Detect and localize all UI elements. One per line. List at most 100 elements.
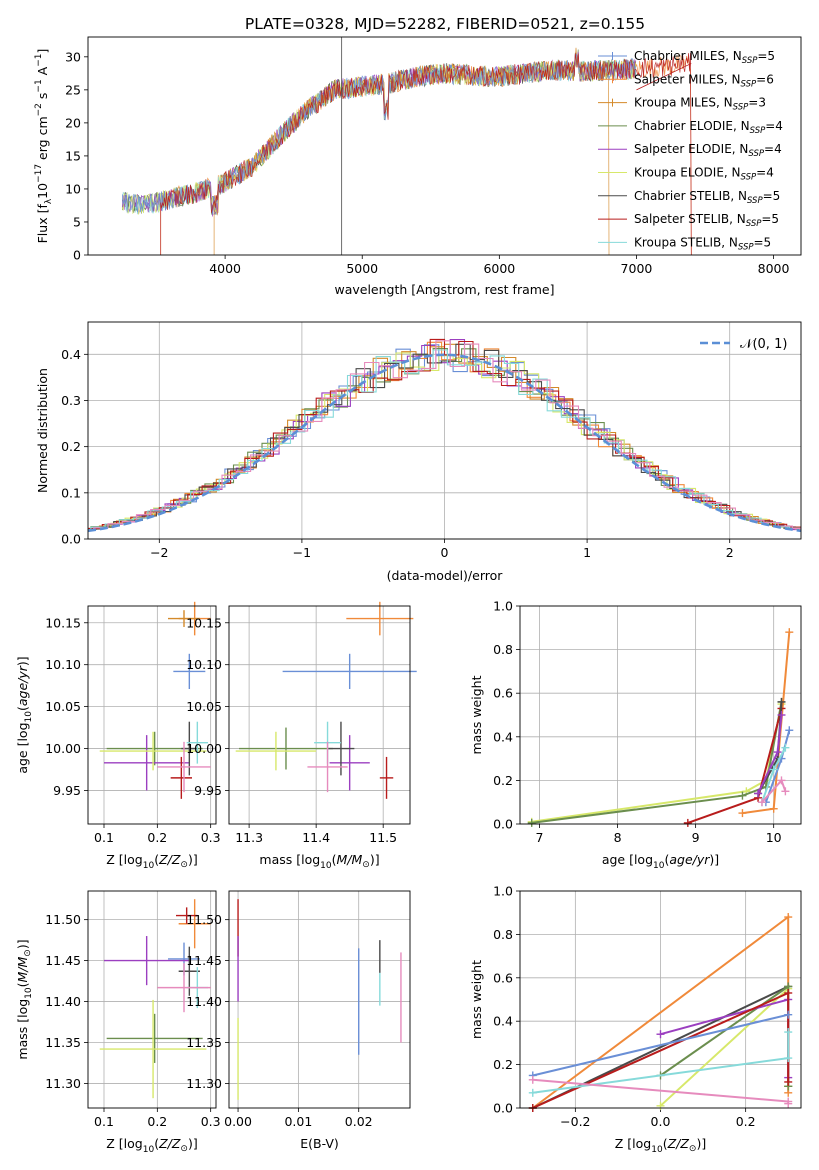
x-tick-label: 9: [692, 830, 700, 845]
normal-curve: [87, 353, 802, 533]
x-tick-label: 0.2: [736, 1114, 756, 1129]
x-tick-label: 0: [441, 545, 449, 560]
panel-mass_vs_EBV: 0.00 0.01 0.02 11.30 11.35 11.40 11.45 11.50 E(B…: [186, 890, 411, 1151]
axes-frame: [87, 890, 217, 1109]
y-tick-label: 0.8: [493, 642, 513, 657]
y-tick-label: 0: [73, 248, 81, 263]
y-tick-label: 0.0: [493, 1101, 513, 1116]
y-tick-label: 0.1: [61, 485, 81, 500]
legend-label: Kroupa STELIB, NSSP=5: [634, 235, 771, 252]
y-tick-label: 0.2: [493, 1057, 513, 1072]
panel-spectrum: 4000 5000 6000 7000 8000 0 5 10 15 20 25 30 waveleng…: [34, 36, 802, 297]
panel-age_vs_mass: 11.3 11.4 11.5 9.95 10.00 10.05 10.10 10.15 mass…: [186, 601, 417, 871]
axes-frame: [87, 36, 802, 256]
y-tick-label: 11.50: [45, 912, 81, 927]
y-tick-label: 10.00: [45, 741, 81, 756]
y-axis-label: age [log10(age/yr)]: [15, 656, 34, 773]
x-tick-label: 0.01: [284, 1114, 312, 1129]
panel-mass_weight_vs_age: 7 8 9 10 0.0 0.2 0.4 0.6 0.8 1.0 age [log10(age/yr…: [469, 599, 802, 871]
legend-label: Kroupa MILES, NSSP=3: [634, 96, 766, 113]
y-tick-label: 10: [65, 181, 81, 196]
y-tick-label: 0.4: [493, 1014, 513, 1029]
legend-label: Chabrier ELODIE, NSSP=4: [634, 119, 783, 136]
legend-label: Salpeter ELODIE, NSSP=4: [634, 142, 782, 159]
axes-frame: [519, 890, 802, 1109]
y-tick-label: 9.95: [194, 783, 222, 798]
x-axis-label: wavelength [Angstrom, rest frame]: [334, 282, 554, 297]
x-tick-label: 2: [726, 545, 734, 560]
x-tick-label: 0.2: [147, 1114, 167, 1129]
x-tick-label: −1: [293, 545, 311, 560]
y-tick-label: 11.35: [45, 1035, 81, 1050]
x-tick-label: 11.3: [235, 830, 263, 845]
y-tick-label: 1.0: [493, 599, 513, 614]
x-tick-label: 11.5: [369, 830, 397, 845]
x-tick-label: 8: [614, 830, 622, 845]
y-tick-label: 20: [65, 115, 81, 130]
y-tick-label: 10.10: [45, 657, 81, 672]
y-tick-label: 0.0: [493, 817, 513, 832]
y-tick-label: 0.6: [493, 686, 513, 701]
x-tick-label: 6000: [483, 261, 515, 276]
series-line-6: [532, 1013, 789, 1077]
y-tick-label: 9.95: [53, 783, 81, 798]
x-tick-label: 0.00: [224, 1114, 252, 1129]
y-tick-label: 0.4: [493, 729, 513, 744]
panel-residual_histogram: −2 −1 0 1 2 0.0 0.1 0.2 0.3 0.4 (data-model)/error…: [35, 321, 802, 583]
y-tick-label: 10.15: [186, 615, 222, 630]
x-tick-label: 0.1: [94, 1114, 114, 1129]
y-tick-label: 11.30: [45, 1076, 81, 1091]
axes-frame: [228, 605, 411, 825]
y-tick-label: 10.05: [45, 699, 81, 714]
y-tick-label: 10.00: [186, 741, 222, 756]
x-axis-label: Z [log10(Z/Z⊙)]: [106, 1136, 197, 1155]
y-tick-label: 0.8: [493, 927, 513, 942]
x-axis-label: (data-model)/error: [387, 568, 504, 583]
x-axis-label: mass [log10(M/M⊙)]: [259, 852, 379, 871]
legend-label: Chabrier STELIB, NSSP=5: [634, 189, 780, 206]
y-tick-label: 0.6: [493, 970, 513, 985]
axes-frame: [228, 890, 411, 1109]
y-tick-label: 11.45: [45, 953, 81, 968]
x-tick-label: 0.2: [147, 830, 167, 845]
panel-mass_weight_vs_Z: −0.2 0.0 0.2 0.0 0.2 0.4 0.6 0.8 1.0 Z [log10(Z/Z…: [469, 884, 802, 1155]
series-line-0: [531, 703, 783, 823]
y-axis-label: mass weight: [469, 960, 484, 1039]
y-tick-label: 10.10: [186, 657, 222, 672]
x-tick-label: 4000: [209, 261, 241, 276]
y-tick-label: 1.0: [493, 884, 513, 899]
figure-title: PLATE=0328, MJD=52282, FIBERID=0521, z=0…: [245, 15, 645, 33]
y-tick-label: 11.40: [186, 994, 222, 1009]
series-line-2: [659, 986, 790, 1107]
x-axis-label: Z [log10(Z/Z⊙)]: [106, 852, 197, 871]
axes-frame: [519, 605, 802, 825]
x-tick-label: 7000: [621, 261, 653, 276]
y-tick-label: 11.45: [186, 953, 222, 968]
legend-label: 𝒩(0, 1): [740, 337, 787, 352]
panels: 4000 5000 6000 7000 8000051015202530waveleng…: [15, 36, 802, 1155]
x-tick-label: 7: [536, 830, 544, 845]
y-tick-label: 10.05: [186, 699, 222, 714]
x-axis-label: age [log10(age/yr)]: [602, 852, 719, 871]
series-line-1: [531, 701, 783, 824]
y-tick-label: 0.3: [61, 393, 81, 408]
x-tick-label: 11.4: [302, 830, 330, 845]
panel-age_vs_Z: 0.1 0.2 0.3 9.95 10.00 10.05 10.10 10.15 Z [log1…: [15, 601, 221, 871]
legend-label: Kroupa ELODIE, NSSP=4: [634, 166, 774, 183]
y-axis-label: mass [log10(M/M⊙)]: [15, 939, 34, 1059]
y-axis-label: mass weight: [469, 675, 484, 754]
spectrum-tail: [636, 63, 692, 91]
x-tick-label: 1: [583, 545, 591, 560]
x-tick-label: 0.1: [94, 830, 114, 845]
spectrum-line-7: [121, 53, 637, 214]
legend-label: Chabrier MILES, NSSP=5: [634, 49, 775, 66]
x-axis-label: E(B-V): [300, 1136, 339, 1151]
x-tick-label: −2: [150, 545, 168, 560]
x-tick-label: 0.3: [201, 830, 221, 845]
y-tick-label: 11.50: [186, 912, 222, 927]
x-tick-label: 10: [766, 830, 782, 845]
y-tick-label: 0.4: [61, 347, 81, 362]
y-tick-label: 11.35: [186, 1035, 222, 1050]
panel-mass_vs_Z: 0.1 0.2 0.3 11.30 11.35 11.40 11.45 11.50 Z [log…: [15, 890, 221, 1155]
